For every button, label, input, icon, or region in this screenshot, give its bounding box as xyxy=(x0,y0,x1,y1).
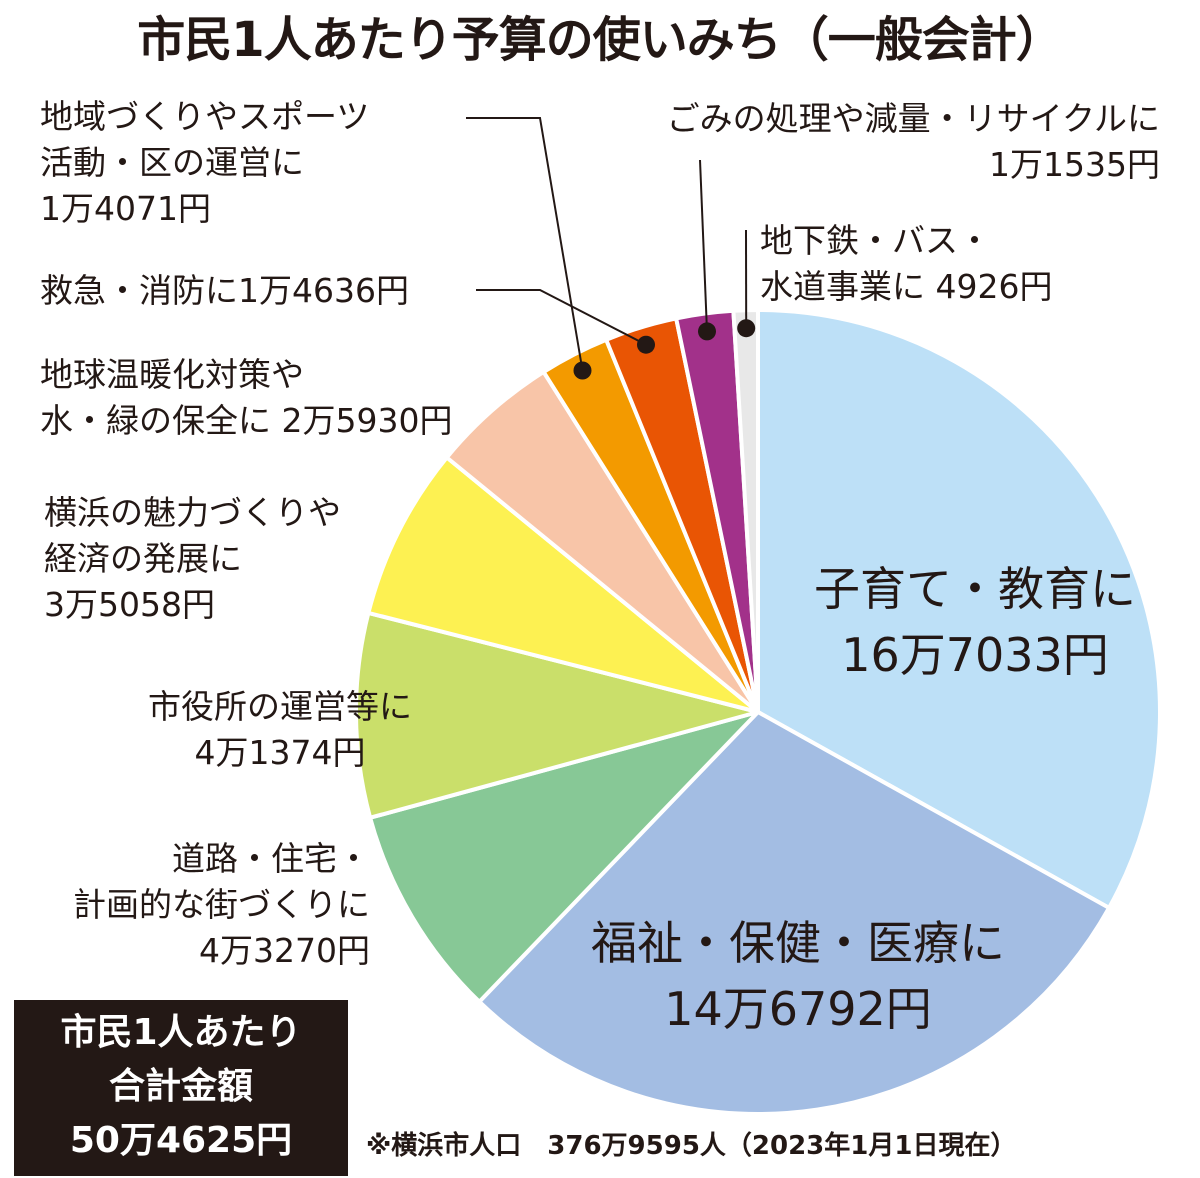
slice-label-gomi: ごみの処理や減量・リサイクルに 1万1535円 xyxy=(666,99,1160,184)
chart-title: 市民1人あたり予算の使いみち（一般会計） xyxy=(137,12,1063,68)
pie-slice-miryoku xyxy=(366,455,760,714)
total-label-line1: 市民1人あたり xyxy=(60,1012,302,1053)
population-footnote: ※横浜市人口 376万9595人（2023年1月1日現在） xyxy=(366,1131,1017,1161)
slice-label-shiyakusho: 市役所の運営等に 4万1374円 xyxy=(148,687,412,772)
slice-label-ondanka: 地球温暖化対策や 水・緑の保全に 2万5930円 xyxy=(40,355,453,440)
slice-label-chikatetsu: 地下鉄・バス・ 水道事業に 4926円 xyxy=(760,221,1053,306)
pie-slice-kosodate xyxy=(756,308,1162,910)
slice-label-doro: 道路・住宅・ 計画的な街づくりに 4万3270円 xyxy=(73,839,370,970)
slice-label-kosodate: 子育て・教育に 16万7033円 xyxy=(814,562,1136,682)
pie-slice-fukushi xyxy=(477,710,1112,1116)
leader-dot-gomi xyxy=(698,322,716,341)
leader-dot-kyukyu xyxy=(637,335,655,354)
slice-label-chiiki: 地域づくりやスポーツ 活動・区の運営に 1万4071円 xyxy=(40,97,370,228)
pie-slice-doro xyxy=(368,710,760,1004)
leader-line-chiiki xyxy=(466,117,584,371)
leader-line-kyukyu xyxy=(476,289,647,346)
leader-line-gomi xyxy=(699,159,708,332)
total-label-line2: 合計金額 xyxy=(108,1066,253,1107)
leader-dot-chiiki xyxy=(573,361,592,380)
slice-label-kyukyu: 救急・消防に1万4636円 xyxy=(40,271,409,310)
leader-dot-chikatetsu xyxy=(737,319,756,338)
slice-label-fukushi: 福祉・保健・医療に 14万6792円 xyxy=(591,916,1005,1036)
slice-label-miryoku: 横浜の魅力づくりや 経済の発展に 3万5058円 xyxy=(44,493,341,624)
total-amount-box: 市民1人あたり 合計金額 50万4625円 xyxy=(14,1000,348,1176)
pie-slice-shiyakusho xyxy=(354,610,760,820)
total-value: 50万4625円 xyxy=(69,1120,293,1161)
